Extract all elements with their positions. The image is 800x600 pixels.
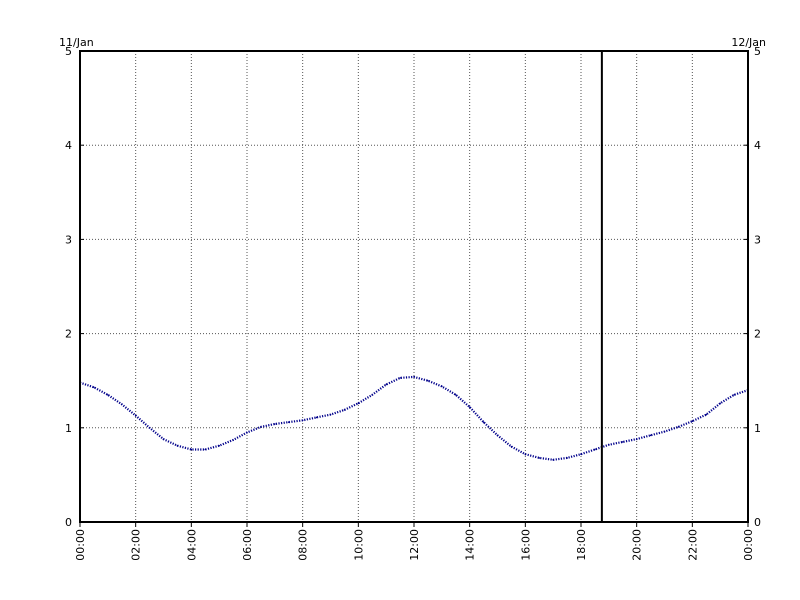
x-tick-label: 18:00 xyxy=(575,529,588,561)
y-tick-label-left: 3 xyxy=(65,233,72,246)
y-axis-left: 0 1 2 3 4 5 xyxy=(65,45,72,529)
date-label-left: 11/Jan xyxy=(59,36,94,49)
y-tick-label-left: 5 xyxy=(65,45,72,58)
series-point xyxy=(385,383,387,386)
series-point xyxy=(148,427,151,429)
x-tick-label: 00:00 xyxy=(742,529,755,561)
x-tick-label: 14:00 xyxy=(464,529,477,561)
series-point xyxy=(120,403,123,406)
series-point xyxy=(621,441,624,443)
series-point xyxy=(552,459,554,461)
y-tick-label-right: 4 xyxy=(754,139,761,152)
y-tick-label-left: 0 xyxy=(65,516,72,529)
series-point xyxy=(468,406,471,408)
series-point xyxy=(301,419,304,422)
x-axis: 00:00 02:00 04:00 06:00 08:00 10:00 12:00 14:00… xyxy=(74,529,755,561)
series-point xyxy=(691,420,694,423)
series-point xyxy=(399,377,401,379)
x-tick-label: 20:00 xyxy=(631,529,644,561)
x-tick-label: 12:00 xyxy=(408,529,421,561)
series-point xyxy=(427,379,429,382)
x-tick-label: 10:00 xyxy=(352,529,365,561)
series-point xyxy=(719,402,721,405)
series-point xyxy=(705,413,708,416)
series-point xyxy=(677,426,680,428)
series-point xyxy=(162,438,165,440)
plot-frame xyxy=(79,50,749,523)
y-axis-right: 0 1 2 3 4 5 xyxy=(754,45,761,529)
x-tick-label: 22:00 xyxy=(686,529,699,561)
x-tick-label: 16:00 xyxy=(519,529,532,561)
series-point xyxy=(566,457,568,459)
series-point xyxy=(204,448,207,451)
series-point xyxy=(218,444,220,447)
x-tick-label: 00:00 xyxy=(74,529,87,561)
series-point xyxy=(315,416,318,419)
series-point xyxy=(510,445,513,448)
y-tick-label-left: 2 xyxy=(65,328,72,341)
series-point xyxy=(260,426,262,428)
series-point xyxy=(413,376,415,378)
y-tick-label-right: 0 xyxy=(754,516,761,529)
series-point xyxy=(733,394,735,396)
y-tick-label-right: 5 xyxy=(754,45,761,58)
series-point xyxy=(343,409,346,411)
x-tick-label: 04:00 xyxy=(185,529,198,561)
series-point xyxy=(190,448,193,451)
series-point xyxy=(538,457,541,459)
series-point xyxy=(649,434,652,437)
series-point xyxy=(496,434,499,437)
series-point xyxy=(441,385,443,388)
series-point xyxy=(371,394,374,396)
y-tick-label-right: 1 xyxy=(754,422,761,435)
series-point xyxy=(482,421,485,423)
series-point xyxy=(329,413,332,416)
series-point xyxy=(663,430,666,433)
series-point xyxy=(287,421,290,423)
series-point xyxy=(274,423,276,425)
series-layer xyxy=(79,375,749,461)
x-tick-label: 06:00 xyxy=(241,529,254,561)
series-point xyxy=(580,453,582,455)
y-tick-label-left: 4 xyxy=(65,139,72,152)
y-tick-label-right: 3 xyxy=(754,233,761,246)
series-point xyxy=(93,386,95,389)
series-point xyxy=(107,394,109,396)
series-point xyxy=(454,394,457,396)
series-point xyxy=(232,439,234,441)
y-tick-label-left: 1 xyxy=(65,422,72,435)
series-point xyxy=(134,414,137,417)
date-label-right: 12/Jan xyxy=(731,36,766,49)
x-tick-label: 08:00 xyxy=(297,529,310,561)
x-tick-label: 02:00 xyxy=(130,529,143,561)
series-point xyxy=(246,431,248,434)
series-point xyxy=(594,448,596,451)
series-point xyxy=(176,444,179,447)
series-point xyxy=(635,438,638,440)
series-point xyxy=(524,453,527,455)
series-point xyxy=(608,443,610,446)
series-point xyxy=(357,402,360,405)
y-tick-label-right: 2 xyxy=(754,328,761,341)
